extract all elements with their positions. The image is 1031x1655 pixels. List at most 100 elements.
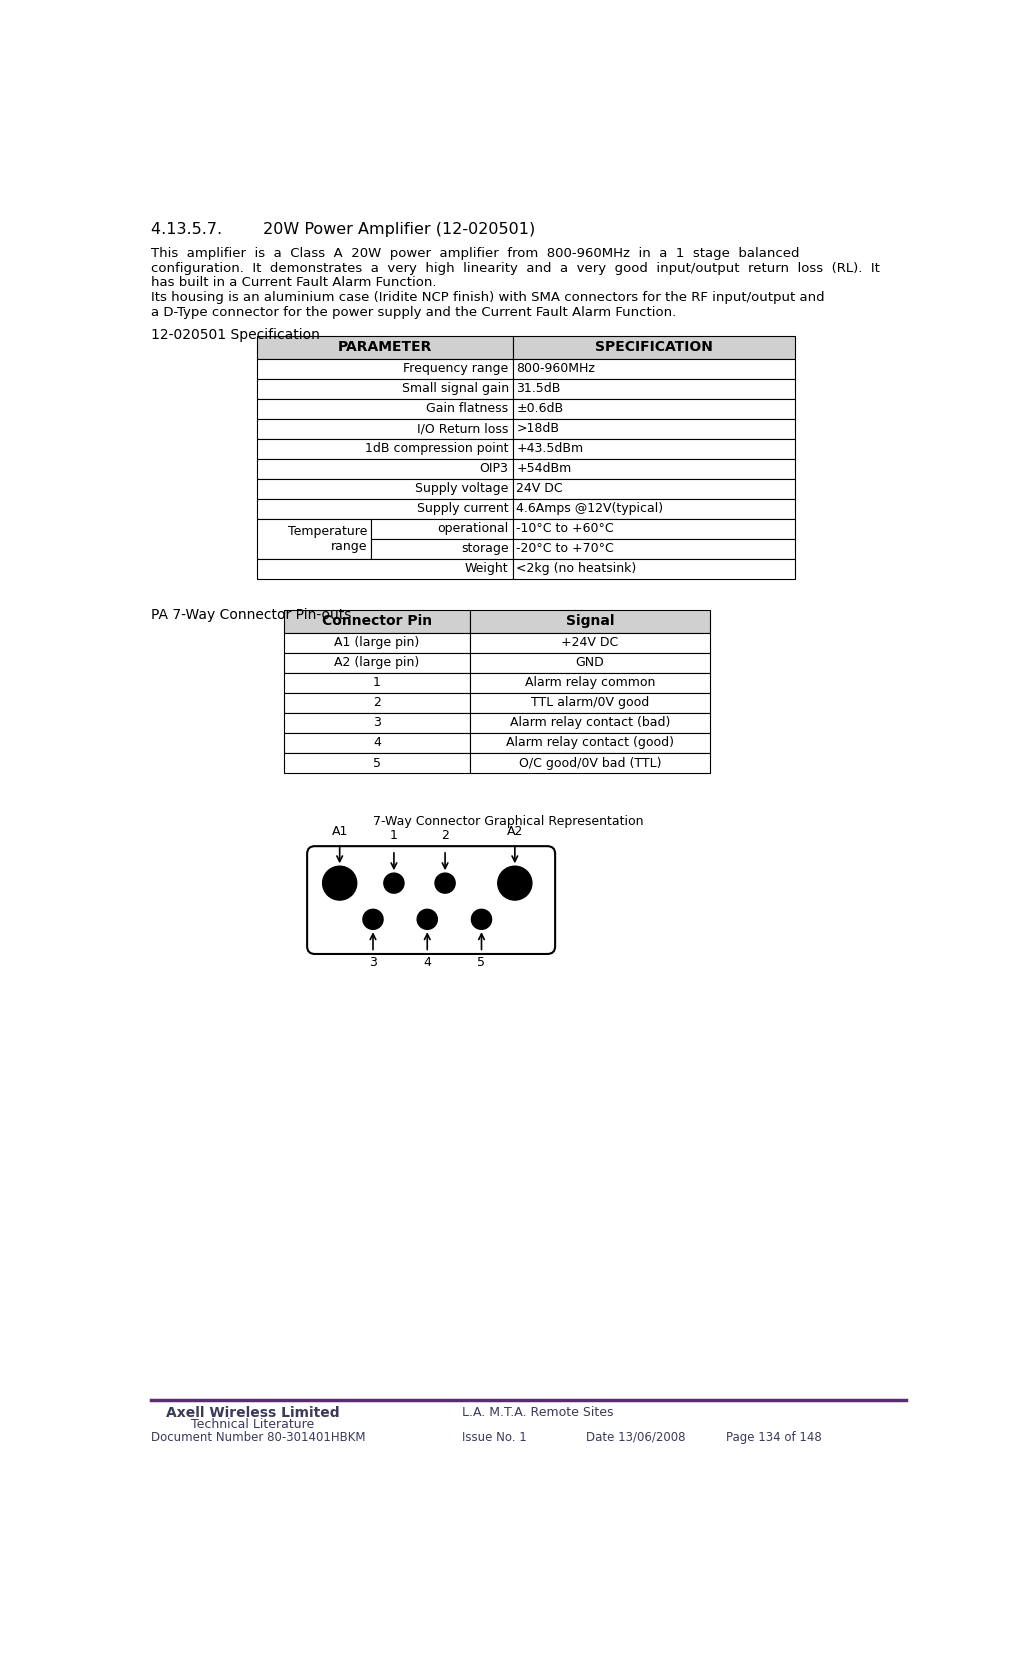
Bar: [257, 359, 512, 379]
Bar: [470, 654, 710, 674]
Text: 800-960MHz: 800-960MHz: [517, 362, 595, 376]
Text: 1: 1: [373, 677, 380, 690]
Text: 5: 5: [477, 955, 486, 968]
Text: 4: 4: [373, 736, 380, 750]
Bar: [257, 439, 512, 458]
Text: 3: 3: [373, 717, 380, 730]
Text: 1: 1: [390, 829, 398, 841]
Bar: [284, 609, 470, 632]
Bar: [284, 713, 470, 733]
Circle shape: [498, 866, 532, 900]
Bar: [284, 654, 470, 674]
Text: Connector Pin: Connector Pin: [322, 614, 432, 629]
Bar: [512, 559, 795, 579]
Bar: [284, 674, 470, 693]
Bar: [257, 559, 512, 579]
Text: This  amplifier  is  a  Class  A  20W  power  amplifier  from  800-960MHz  in  a: This amplifier is a Class A 20W power am…: [151, 247, 799, 260]
Text: SPECIFICATION: SPECIFICATION: [595, 341, 712, 354]
Text: Supply voltage: Supply voltage: [415, 482, 508, 495]
Text: -10°C to +60°C: -10°C to +60°C: [517, 523, 614, 536]
Text: >18dB: >18dB: [517, 422, 560, 435]
Text: I/O Return loss: I/O Return loss: [418, 422, 508, 435]
Text: Frequency range: Frequency range: [403, 362, 508, 376]
Text: GND: GND: [575, 657, 604, 669]
Bar: [512, 540, 795, 559]
Bar: [284, 693, 470, 713]
Text: Axell Wireless Limited: Axell Wireless Limited: [166, 1407, 339, 1420]
Text: A1: A1: [332, 826, 347, 839]
Bar: [470, 753, 710, 773]
Text: PARAMETER: PARAMETER: [337, 341, 432, 354]
Text: Technical Literature: Technical Literature: [191, 1418, 314, 1432]
Circle shape: [323, 866, 357, 900]
Text: 31.5dB: 31.5dB: [517, 382, 561, 396]
Bar: [257, 419, 512, 439]
Bar: [470, 609, 710, 632]
Text: Small signal gain: Small signal gain: [401, 382, 508, 396]
Bar: [512, 458, 795, 478]
Text: Its housing is an aluminium case (Iridite NCP finish) with SMA connectors for th: Its housing is an aluminium case (Iridit…: [151, 291, 824, 305]
Text: 24V DC: 24V DC: [517, 482, 563, 495]
Bar: [257, 399, 512, 419]
Bar: [257, 498, 512, 520]
Text: A1 (large pin): A1 (large pin): [334, 637, 420, 649]
Text: +24V DC: +24V DC: [561, 637, 619, 649]
Bar: [512, 336, 795, 359]
Bar: [512, 478, 795, 498]
Bar: [470, 693, 710, 713]
Text: O/C good/0V bad (TTL): O/C good/0V bad (TTL): [519, 756, 661, 770]
Text: A2: A2: [506, 826, 523, 839]
Text: TTL alarm/0V good: TTL alarm/0V good: [531, 697, 650, 710]
Text: OIP3: OIP3: [479, 462, 508, 475]
Text: 4: 4: [424, 955, 431, 968]
Text: -20°C to +70°C: -20°C to +70°C: [517, 543, 614, 556]
Text: <2kg (no heatsink): <2kg (no heatsink): [517, 563, 636, 576]
Bar: [470, 674, 710, 693]
Text: Weight: Weight: [465, 563, 508, 576]
Text: 4.6Amps @12V(typical): 4.6Amps @12V(typical): [517, 503, 664, 515]
Bar: [284, 632, 470, 654]
Text: L.A. M.T.A. Remote Sites: L.A. M.T.A. Remote Sites: [462, 1407, 613, 1418]
Text: Alarm relay contact (bad): Alarm relay contact (bad): [509, 717, 670, 730]
Bar: [512, 419, 795, 439]
Bar: [512, 439, 795, 458]
Bar: [512, 359, 795, 379]
Text: Gain flatness: Gain flatness: [427, 402, 508, 415]
Text: operational: operational: [437, 523, 508, 536]
Circle shape: [471, 909, 492, 930]
Bar: [257, 520, 371, 559]
Bar: [257, 458, 512, 478]
Bar: [257, 336, 512, 359]
Text: ±0.6dB: ±0.6dB: [517, 402, 564, 415]
Circle shape: [363, 909, 384, 930]
Text: Alarm relay contact (good): Alarm relay contact (good): [506, 736, 674, 750]
Text: +54dBm: +54dBm: [517, 462, 571, 475]
Text: Issue No. 1: Issue No. 1: [462, 1430, 527, 1443]
Text: 12-020501 Specification: 12-020501 Specification: [151, 328, 320, 343]
FancyBboxPatch shape: [307, 846, 555, 953]
Text: Alarm relay common: Alarm relay common: [525, 677, 655, 690]
Text: 3: 3: [369, 955, 377, 968]
Circle shape: [418, 909, 437, 930]
Bar: [512, 498, 795, 520]
Text: a D-Type connector for the power supply and the Current Fault Alarm Function.: a D-Type connector for the power supply …: [151, 306, 676, 319]
Text: storage: storage: [461, 543, 508, 556]
Text: Temperature
range: Temperature range: [289, 525, 368, 553]
Text: Signal: Signal: [566, 614, 614, 629]
Text: Supply current: Supply current: [417, 503, 508, 515]
Circle shape: [435, 874, 455, 894]
Text: Date 13/06/2008: Date 13/06/2008: [587, 1430, 686, 1443]
Bar: [284, 753, 470, 773]
Bar: [470, 632, 710, 654]
Bar: [512, 399, 795, 419]
Text: 2: 2: [441, 829, 450, 841]
Text: 1dB compression point: 1dB compression point: [365, 442, 508, 455]
Bar: [512, 520, 795, 540]
Bar: [371, 520, 512, 540]
Text: Document Number 80-301401HBKM: Document Number 80-301401HBKM: [151, 1430, 365, 1443]
Bar: [470, 713, 710, 733]
Text: configuration.  It  demonstrates  a  very  high  linearity  and  a  very  good  : configuration. It demonstrates a very hi…: [151, 261, 879, 275]
Text: 5: 5: [373, 756, 380, 770]
Text: 4.13.5.7.        20W Power Amplifier (12-020501): 4.13.5.7. 20W Power Amplifier (12-020501…: [151, 222, 535, 237]
Text: 7-Way Connector Graphical Representation: 7-Way Connector Graphical Representation: [373, 816, 644, 829]
